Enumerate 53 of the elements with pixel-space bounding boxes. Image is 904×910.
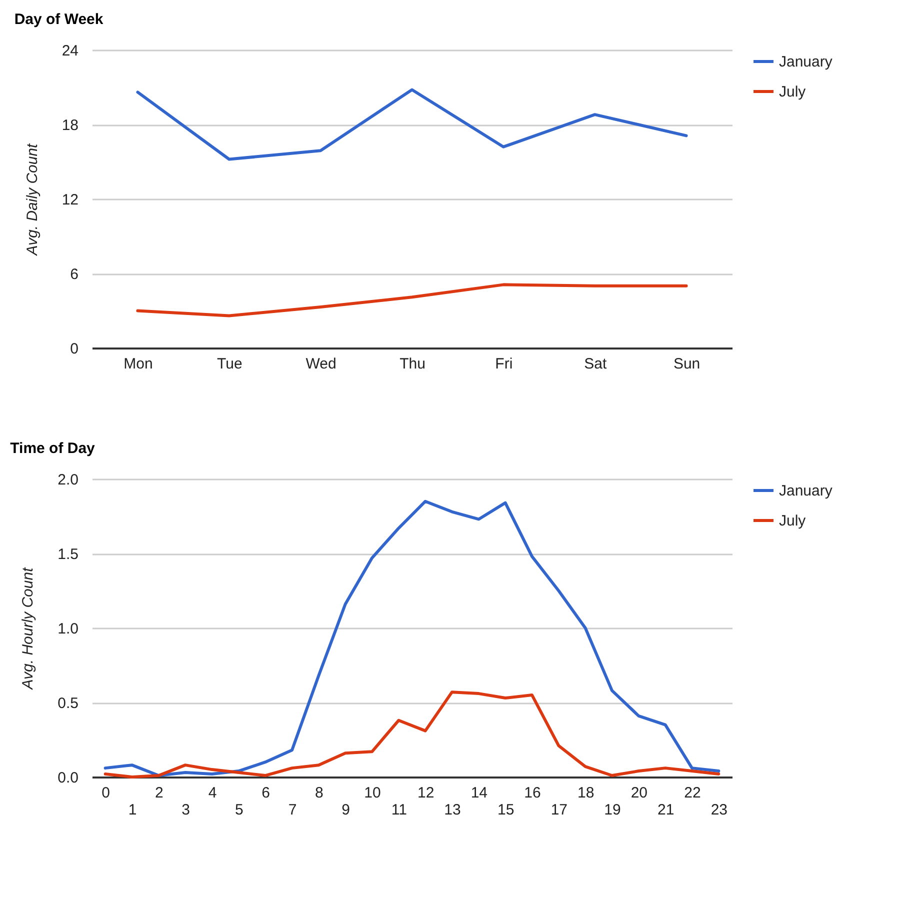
x-tick-label: 21 (657, 802, 674, 818)
x-tick-label: 20 (630, 784, 648, 802)
x-tick-label: Sun (673, 356, 700, 372)
x-tick-label: 2 (154, 784, 164, 802)
x-tick-label: 9 (342, 802, 350, 818)
legend-label: January (779, 482, 833, 500)
x-tick-label: 10 (364, 784, 381, 802)
y-axis-title: Avg. Daily Count (24, 142, 41, 256)
x-tick-label: 15 (497, 802, 514, 818)
x-tick-label: 23 (710, 802, 728, 818)
x-tick-label: Tue (216, 356, 242, 372)
x-tick-label: 1 (128, 802, 137, 818)
x-tick-label: 22 (684, 784, 701, 802)
line-series (136, 283, 688, 318)
y-tick-label: 0.5 (58, 695, 78, 712)
x-tick-label: 13 (444, 802, 461, 818)
x-tick-label: 7 (288, 802, 297, 818)
line-series (104, 690, 720, 778)
y-tick-label: 0 (70, 340, 78, 358)
x-tick-label: 12 (417, 784, 434, 802)
x-tick-label: 19 (604, 802, 621, 818)
y-tick-label: 12 (62, 192, 78, 208)
y-tick-label: 6 (70, 266, 78, 283)
x-tick-label: Fri (495, 356, 513, 372)
x-tick-label: 18 (577, 784, 594, 802)
x-tick-label: Wed (306, 356, 336, 372)
x-tick-label: 0 (102, 784, 110, 802)
legend-label: July (779, 512, 806, 530)
chart-title: Day of Week (14, 11, 104, 28)
legend-label: July (779, 84, 806, 100)
y-tick-label: 0.0 (58, 770, 78, 786)
x-tick-label: 11 (391, 802, 407, 818)
x-tick-label: 8 (314, 784, 324, 802)
x-tick-label: Thu (400, 356, 426, 372)
y-tick-label: 18 (62, 117, 78, 134)
x-tick-label: 14 (470, 784, 488, 802)
line-series (104, 500, 720, 778)
x-tick-label: 3 (182, 802, 190, 818)
chart-title: Time of Day (10, 440, 96, 457)
x-tick-label: 4 (208, 784, 217, 802)
y-axis-title: Avg. Hourly Count (20, 566, 37, 690)
x-tick-label: Mon (124, 356, 153, 372)
x-tick-label: 6 (262, 784, 270, 802)
y-tick-label: 2.0 (58, 472, 78, 488)
y-tick-label: 1.5 (58, 546, 78, 563)
x-tick-label: 5 (234, 802, 244, 818)
y-tick-label: 1.0 (58, 620, 78, 638)
x-tick-label: Sat (584, 356, 608, 372)
x-tick-label: 17 (550, 802, 568, 818)
line-series (136, 88, 688, 161)
y-tick-label: 24 (62, 42, 78, 60)
x-tick-label: 16 (524, 784, 541, 802)
legend-label: January (779, 54, 833, 70)
